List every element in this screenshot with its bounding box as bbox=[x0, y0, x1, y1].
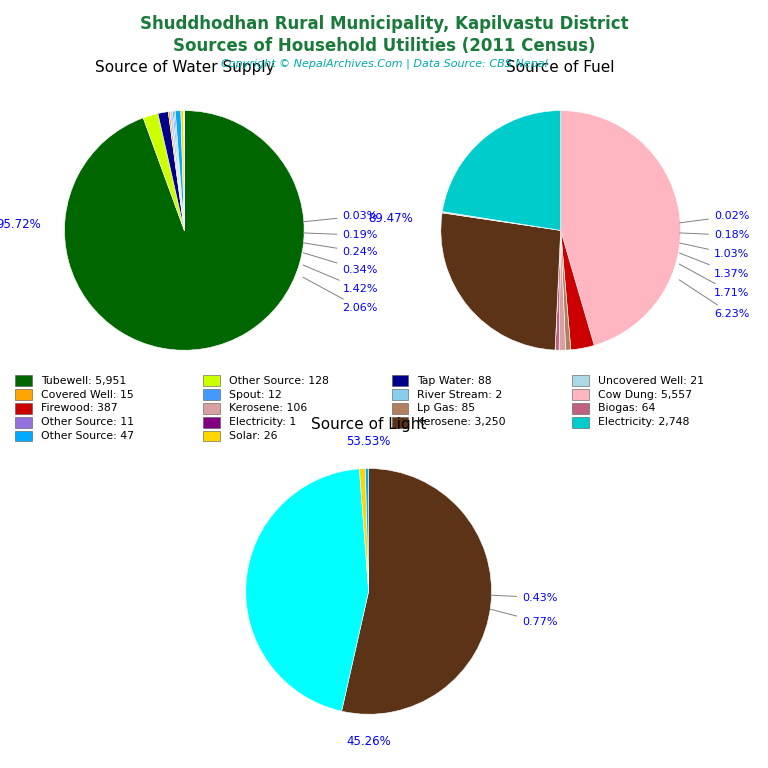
Title: Source of Water Supply: Source of Water Supply bbox=[94, 61, 274, 75]
FancyBboxPatch shape bbox=[204, 403, 220, 414]
Wedge shape bbox=[246, 468, 369, 711]
FancyBboxPatch shape bbox=[572, 403, 589, 414]
Wedge shape bbox=[555, 230, 561, 350]
Text: Electricity: 2,748: Electricity: 2,748 bbox=[598, 417, 689, 427]
Text: Other Source: 47: Other Source: 47 bbox=[41, 431, 134, 441]
Text: 0.34%: 0.34% bbox=[303, 253, 378, 275]
Text: Sources of Household Utilities (2011 Census): Sources of Household Utilities (2011 Cen… bbox=[173, 37, 595, 55]
Wedge shape bbox=[170, 111, 184, 230]
Wedge shape bbox=[359, 468, 369, 591]
Text: Uncovered Well: 21: Uncovered Well: 21 bbox=[598, 376, 703, 386]
Wedge shape bbox=[561, 111, 680, 346]
Text: Tubewell: 5,951: Tubewell: 5,951 bbox=[41, 376, 126, 386]
Text: 95.72%: 95.72% bbox=[0, 218, 41, 231]
Text: 0.43%: 0.43% bbox=[491, 592, 558, 603]
Wedge shape bbox=[158, 111, 184, 230]
FancyBboxPatch shape bbox=[392, 389, 408, 400]
Text: 89.47%: 89.47% bbox=[368, 212, 413, 225]
Wedge shape bbox=[442, 111, 561, 230]
Text: 1.03%: 1.03% bbox=[680, 243, 750, 260]
Text: 1.37%: 1.37% bbox=[680, 253, 750, 279]
Text: 6.23%: 6.23% bbox=[679, 280, 750, 319]
FancyBboxPatch shape bbox=[15, 376, 31, 386]
FancyBboxPatch shape bbox=[15, 431, 31, 442]
FancyBboxPatch shape bbox=[204, 431, 220, 442]
FancyBboxPatch shape bbox=[572, 417, 589, 428]
Wedge shape bbox=[65, 111, 304, 350]
Text: Cow Dung: 5,557: Cow Dung: 5,557 bbox=[598, 389, 692, 399]
Text: Biogas: 64: Biogas: 64 bbox=[598, 403, 655, 413]
Text: Kerosene: 106: Kerosene: 106 bbox=[229, 403, 307, 413]
FancyBboxPatch shape bbox=[392, 376, 408, 386]
Wedge shape bbox=[561, 230, 571, 350]
Text: Spout: 12: Spout: 12 bbox=[229, 389, 282, 399]
FancyBboxPatch shape bbox=[15, 389, 31, 400]
FancyBboxPatch shape bbox=[204, 376, 220, 386]
Title: Source of Fuel: Source of Fuel bbox=[506, 61, 615, 75]
Wedge shape bbox=[144, 114, 184, 230]
Text: 2.06%: 2.06% bbox=[303, 277, 378, 313]
Text: Covered Well: 15: Covered Well: 15 bbox=[41, 389, 134, 399]
FancyBboxPatch shape bbox=[572, 376, 589, 386]
Wedge shape bbox=[342, 468, 492, 714]
Wedge shape bbox=[559, 230, 565, 350]
Text: Shuddhodhan Rural Municipality, Kapilvastu District: Shuddhodhan Rural Municipality, Kapilvas… bbox=[140, 15, 628, 33]
Text: Solar: 26: Solar: 26 bbox=[229, 431, 277, 441]
FancyBboxPatch shape bbox=[392, 403, 408, 414]
Text: Electricity: 1: Electricity: 1 bbox=[229, 417, 296, 427]
Text: Kerosene: 3,250: Kerosene: 3,250 bbox=[417, 417, 506, 427]
Text: River Stream: 2: River Stream: 2 bbox=[417, 389, 502, 399]
Text: 0.03%: 0.03% bbox=[303, 211, 378, 222]
Wedge shape bbox=[555, 230, 561, 350]
Text: Lp Gas: 85: Lp Gas: 85 bbox=[417, 403, 475, 413]
FancyBboxPatch shape bbox=[15, 417, 31, 428]
Text: Other Source: 11: Other Source: 11 bbox=[41, 417, 134, 427]
Text: 1.42%: 1.42% bbox=[303, 265, 378, 294]
FancyBboxPatch shape bbox=[392, 417, 408, 428]
Text: 0.18%: 0.18% bbox=[680, 230, 750, 240]
Wedge shape bbox=[168, 111, 184, 230]
FancyBboxPatch shape bbox=[572, 389, 589, 400]
Wedge shape bbox=[441, 213, 561, 350]
Text: 0.19%: 0.19% bbox=[303, 230, 378, 240]
Text: 0.24%: 0.24% bbox=[303, 243, 378, 257]
Text: Copyright © NepalArchives.Com | Data Source: CBS Nepal: Copyright © NepalArchives.Com | Data Sou… bbox=[220, 58, 548, 69]
Wedge shape bbox=[173, 111, 184, 230]
Text: 0.77%: 0.77% bbox=[491, 609, 558, 627]
Text: 45.26%: 45.26% bbox=[346, 735, 391, 748]
FancyBboxPatch shape bbox=[204, 417, 220, 428]
Text: 1.71%: 1.71% bbox=[679, 264, 750, 298]
Text: 0.02%: 0.02% bbox=[680, 211, 750, 223]
Wedge shape bbox=[561, 230, 594, 349]
FancyBboxPatch shape bbox=[204, 389, 220, 400]
Wedge shape bbox=[175, 111, 184, 230]
Wedge shape bbox=[180, 111, 184, 230]
Text: Tap Water: 88: Tap Water: 88 bbox=[417, 376, 492, 386]
Text: Firewood: 387: Firewood: 387 bbox=[41, 403, 118, 413]
Wedge shape bbox=[442, 211, 561, 230]
FancyBboxPatch shape bbox=[15, 403, 31, 414]
Title: Source of Light: Source of Light bbox=[311, 418, 426, 432]
Text: 53.53%: 53.53% bbox=[346, 435, 391, 448]
Wedge shape bbox=[366, 468, 369, 591]
Text: Other Source: 128: Other Source: 128 bbox=[229, 376, 329, 386]
Wedge shape bbox=[174, 111, 184, 230]
